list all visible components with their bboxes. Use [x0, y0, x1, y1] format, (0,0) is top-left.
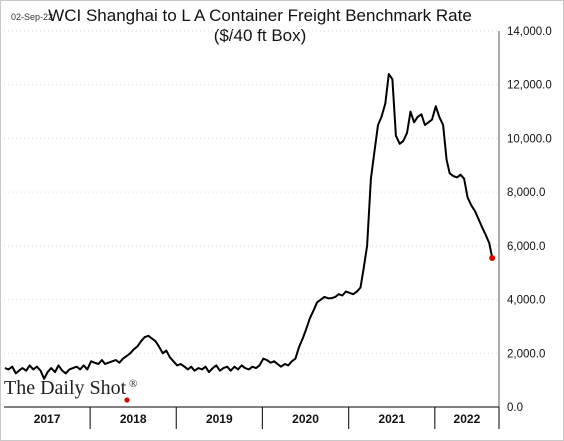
y-tick-label: 0.0: [507, 402, 523, 414]
x-axis-year-labels: 2017 2018 2019 2020 2021 2022: [34, 412, 481, 426]
y-axis-tick-labels: 0.0 2,000.0 4,000.0 6,000.0 8,000.0 10,000.0 1…: [507, 26, 552, 414]
chart-title: WCI Shanghai to L A Container Freight Be…: [48, 6, 472, 25]
series-layer: [4, 73, 496, 380]
y-tick-label: 12,000.0: [507, 80, 552, 92]
gridlines: [4, 30, 499, 354]
brand-dot-icon: [124, 397, 130, 403]
axes: [4, 31, 500, 429]
y-tick-label: 4,000.0: [507, 295, 545, 307]
x-year-label: 2021: [378, 412, 405, 426]
y-tick-label: 6,000.0: [507, 241, 545, 253]
x-year-label: 2022: [454, 412, 481, 426]
y-tick-label: 14,000.0: [507, 26, 552, 38]
y-tick-label: 10,000.0: [507, 133, 552, 145]
y-tick-label: 2,000.0: [507, 348, 545, 360]
chart-subtitle: ($/40 ft Box): [214, 26, 307, 45]
x-year-label: 2019: [206, 412, 233, 426]
series-line: [4, 73, 494, 380]
x-year-label: 2017: [34, 412, 61, 426]
brand-logo: The Daily Shot ®: [4, 377, 137, 403]
brand-name: The Daily Shot: [4, 377, 127, 399]
y-tick-label: 8,000.0: [507, 187, 545, 199]
last-point-marker: [489, 254, 496, 261]
x-year-label: 2020: [292, 412, 319, 426]
date-stamp: 02-Sep-22: [11, 12, 53, 22]
brand-registered-mark: ®: [129, 378, 137, 390]
x-year-label: 2018: [120, 412, 147, 426]
